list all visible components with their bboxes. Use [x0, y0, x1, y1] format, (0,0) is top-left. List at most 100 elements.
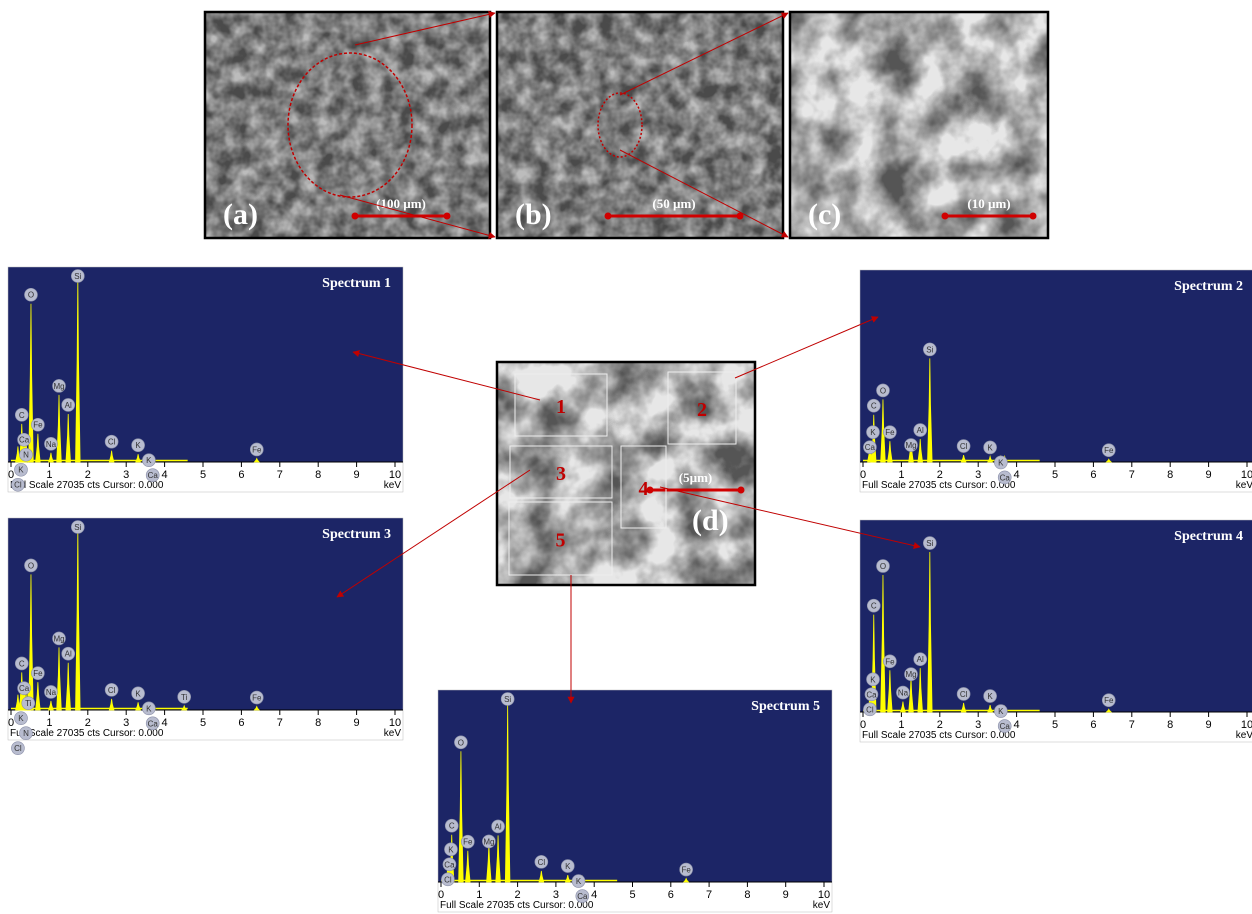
element-badge [14, 711, 28, 725]
scale-label: (50 µm) [652, 196, 695, 211]
element-label: Cl [14, 481, 22, 490]
element-badge [61, 398, 76, 412]
element-badge [11, 741, 25, 755]
element-badge [24, 558, 38, 573]
peak [35, 682, 41, 711]
element-label: K [135, 441, 141, 450]
zoom-circle [597, 92, 643, 158]
element-label: Si [926, 539, 933, 548]
peak [56, 647, 62, 711]
element-label: Si [504, 695, 511, 704]
element-label: K [18, 466, 24, 475]
element-label: Al [917, 655, 924, 664]
element-label: K [870, 428, 876, 437]
element-badge [145, 716, 160, 731]
x-tick-label: 2 [85, 717, 91, 729]
element-label: Fe [463, 838, 473, 847]
sem-frame [495, 10, 785, 240]
scale-bar-end [646, 486, 654, 494]
x-tick-label: 8 [315, 717, 321, 729]
arrow [619, 12, 789, 96]
element-badge [52, 379, 66, 393]
arrows [287, 10, 921, 704]
arrow [659, 486, 921, 549]
element-badge [1101, 443, 1116, 458]
element-badge [14, 408, 29, 422]
scale-bar-end [351, 212, 359, 220]
x-tick-label: 3 [975, 469, 981, 481]
panel-frame [859, 519, 1252, 743]
x-tick-label: 7 [277, 469, 283, 481]
element-label: C [449, 822, 455, 831]
region-box [508, 501, 613, 576]
x-tick-label: 6 [238, 469, 244, 481]
x-tick-label: 7 [706, 889, 712, 901]
panel-label: (a) [223, 198, 258, 231]
peak [253, 705, 260, 711]
element-badge [71, 269, 85, 283]
element-badge [14, 656, 29, 671]
sem-texture [205, 12, 490, 238]
element-badge [442, 857, 457, 872]
peak [900, 701, 906, 713]
peak [682, 877, 690, 883]
element-badge [454, 735, 468, 750]
peak [486, 843, 492, 883]
element-badge [866, 672, 880, 687]
region-number: 2 [697, 399, 707, 421]
element-badge [104, 434, 119, 449]
element-label: Cl [960, 442, 968, 451]
x-tick-label: 5 [200, 469, 206, 481]
peak [987, 454, 994, 463]
x-tick-label: 1 [898, 719, 904, 731]
element-badge [444, 842, 458, 857]
peak [880, 399, 886, 463]
x-tick-label: 3 [123, 469, 129, 481]
scale-bar-end [737, 486, 745, 494]
element-label: K [870, 675, 876, 684]
element-label: Na [46, 688, 57, 697]
element-badge [913, 652, 928, 666]
peak [75, 276, 81, 463]
panel-frame [859, 269, 1252, 493]
sem-images: (a) (100 µm) (b) (50 µm) (c) (10 µm) (d) (5µm) 1… [203, 10, 1050, 587]
element-badge [24, 287, 38, 302]
x-tick-label: 4 [591, 889, 597, 901]
element-badge [14, 462, 28, 477]
scale-bar-end [941, 212, 949, 220]
element-badge [19, 447, 33, 462]
element-badge [904, 667, 918, 681]
x-tick-label: 1 [46, 469, 52, 481]
x-tick-label: 0 [438, 889, 444, 901]
x-tick-label: 4 [162, 717, 168, 729]
element-badge [883, 425, 897, 439]
element-badge [534, 855, 549, 869]
spectrum-panel: Spectrum 5 0 1 2 3 4 5 6 7 8 9 10 Full Scale 27035 c… [437, 689, 833, 913]
region-box [667, 371, 737, 445]
x-tick-label: 8 [1167, 719, 1173, 731]
region-box [620, 445, 667, 529]
element-badge [876, 383, 890, 398]
arrow [339, 194, 496, 239]
element-label: Mg [905, 670, 916, 679]
peak [56, 394, 62, 463]
element-badge [61, 646, 76, 661]
x-tick-label: 10 [1241, 719, 1252, 731]
element-label: K [146, 456, 152, 465]
x-tick-label: 3 [553, 889, 559, 901]
element-label: Si [926, 345, 933, 354]
arrow [336, 469, 531, 598]
element-badge [997, 470, 1012, 485]
spectrum-panel: Spectrum 2 0 1 2 3 4 5 6 7 8 9 10 Full Scale 27035 c… [859, 269, 1252, 493]
peak [65, 662, 71, 711]
element-badge [491, 819, 505, 834]
peak [917, 668, 923, 713]
element-badge [131, 438, 145, 453]
footer: Full Scale 27035 cts Cursor: 0.000 [10, 480, 164, 491]
panel-frame [437, 689, 833, 913]
element-badge [1101, 693, 1116, 708]
element-label: Cl [960, 690, 968, 699]
element-badge [883, 654, 897, 669]
element-badge [482, 834, 496, 849]
element-label: Ca [148, 719, 159, 728]
